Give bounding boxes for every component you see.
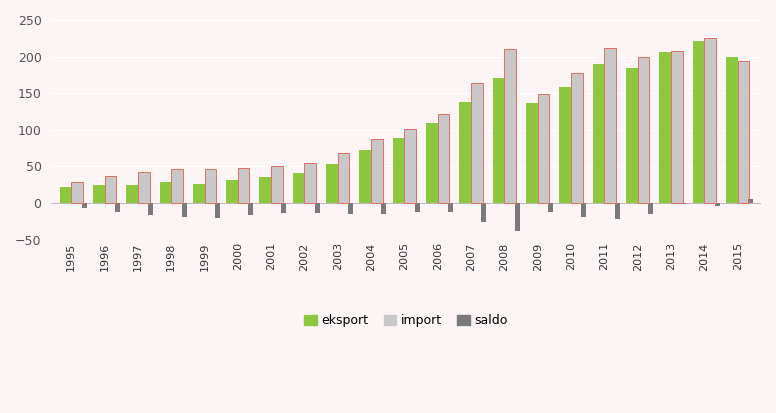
Bar (660, 52, 671, 203)
Bar (638, 57, 650, 203)
Bar (726, 57, 738, 203)
Bar (338, 153, 349, 203)
Bar (638, 57, 650, 203)
Bar (438, 114, 449, 203)
Bar (605, 48, 616, 203)
Bar (415, 203, 420, 212)
Bar (748, 199, 753, 203)
Bar (671, 52, 683, 203)
Bar (448, 203, 453, 212)
Bar (459, 102, 471, 203)
Bar (705, 38, 716, 203)
Bar (226, 180, 237, 203)
Bar (481, 203, 487, 222)
Bar (81, 203, 87, 208)
Bar (605, 48, 616, 203)
Bar (593, 64, 605, 203)
Bar (538, 94, 549, 203)
Bar (60, 187, 71, 203)
Bar (271, 166, 282, 203)
Bar (105, 176, 116, 203)
Bar (93, 185, 105, 203)
Bar (282, 203, 286, 213)
Bar (526, 103, 538, 203)
Bar (715, 203, 719, 206)
Bar (404, 129, 416, 203)
Bar (148, 203, 153, 216)
Bar (426, 123, 438, 203)
Bar (215, 203, 220, 218)
Bar (471, 83, 483, 203)
Bar (371, 138, 383, 203)
Bar (315, 203, 320, 213)
Bar (71, 182, 83, 203)
Bar (738, 61, 750, 203)
Bar (126, 185, 138, 203)
Bar (559, 87, 571, 203)
Bar (338, 153, 349, 203)
Bar (571, 73, 583, 203)
Bar (581, 203, 587, 217)
Bar (271, 166, 282, 203)
Bar (71, 182, 83, 203)
Bar (571, 73, 583, 203)
Bar (348, 203, 353, 214)
Bar (504, 49, 516, 203)
Bar (514, 203, 520, 232)
Bar (205, 169, 217, 203)
Bar (404, 129, 416, 203)
Bar (304, 163, 316, 203)
Bar (471, 83, 483, 203)
Bar (105, 176, 116, 203)
Bar (205, 169, 217, 203)
Bar (304, 163, 316, 203)
Bar (615, 203, 620, 219)
Bar (138, 172, 150, 203)
Bar (626, 68, 638, 203)
Bar (293, 173, 304, 203)
Bar (705, 38, 716, 203)
Bar (693, 41, 705, 203)
Bar (393, 138, 404, 203)
Bar (259, 177, 271, 203)
Bar (493, 78, 504, 203)
Bar (237, 168, 250, 203)
Bar (115, 203, 120, 212)
Legend: eksport, import, saldo: eksport, import, saldo (302, 312, 511, 330)
Bar (160, 183, 171, 203)
Bar (171, 169, 183, 203)
Bar (371, 138, 383, 203)
Bar (359, 150, 371, 203)
Bar (326, 164, 338, 203)
Bar (182, 203, 186, 217)
Bar (648, 203, 653, 214)
Bar (237, 168, 250, 203)
Bar (681, 203, 686, 204)
Bar (193, 184, 205, 203)
Bar (248, 203, 253, 216)
Bar (671, 52, 683, 203)
Bar (504, 49, 516, 203)
Bar (538, 94, 549, 203)
Bar (438, 114, 449, 203)
Bar (171, 169, 183, 203)
Bar (382, 203, 386, 214)
Bar (138, 172, 150, 203)
Bar (738, 61, 750, 203)
Bar (548, 203, 553, 212)
